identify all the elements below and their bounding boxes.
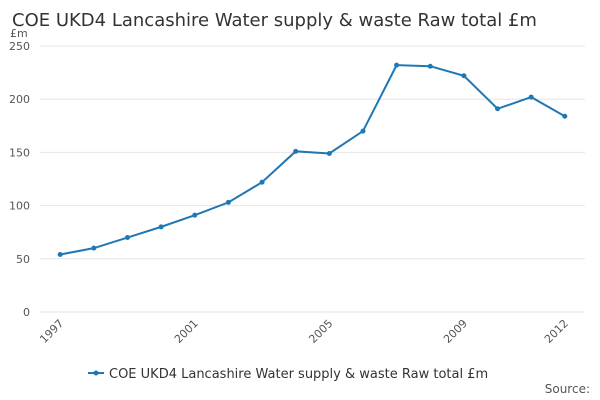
x-tick-label: 2009 (441, 317, 470, 346)
data-point[interactable] (124, 235, 130, 241)
data-point[interactable] (57, 252, 63, 258)
chart-title: COE UKD4 Lancashire Water supply & waste… (12, 10, 537, 31)
data-point[interactable] (293, 148, 299, 154)
x-tick-label: 1997 (37, 317, 66, 346)
data-point[interactable] (528, 94, 534, 100)
y-tick-label: 50 (16, 253, 30, 266)
data-point[interactable] (360, 128, 366, 134)
data-point[interactable] (158, 224, 164, 230)
data-point[interactable] (495, 106, 501, 112)
y-tick-label: 200 (9, 93, 30, 106)
data-point[interactable] (562, 113, 568, 119)
data-point[interactable] (225, 199, 231, 205)
legend-swatch-marker (93, 370, 99, 376)
data-point[interactable] (259, 179, 265, 185)
y-tick-label: 250 (9, 40, 30, 53)
data-point[interactable] (394, 62, 400, 68)
x-tick-label: 2012 (542, 317, 571, 346)
source-label: Source: (545, 382, 590, 396)
x-tick-label: 2005 (306, 317, 335, 346)
y-tick-label: 0 (23, 306, 30, 319)
gridlines (40, 45, 585, 313)
data-point[interactable] (326, 150, 332, 156)
y-axis-ticks: 0 50 100 150 200 250 (9, 40, 30, 319)
data-point[interactable] (461, 73, 467, 79)
data-point[interactable] (192, 212, 198, 218)
y-tick-label: 150 (9, 146, 30, 159)
x-axis-ticks: 1997 2001 2005 2009 2012 (37, 317, 571, 346)
x-tick-label: 2001 (172, 317, 201, 346)
data-point[interactable] (91, 245, 97, 251)
y-axis-unit-label: £m (10, 27, 28, 40)
legend-label: COE UKD4 Lancashire Water supply & waste… (109, 367, 488, 382)
series-line (59, 64, 566, 256)
legend[interactable]: COE UKD4 Lancashire Water supply & waste… (88, 367, 488, 382)
data-point[interactable] (427, 63, 433, 69)
y-tick-label: 100 (9, 200, 30, 213)
series-layer (57, 62, 568, 258)
